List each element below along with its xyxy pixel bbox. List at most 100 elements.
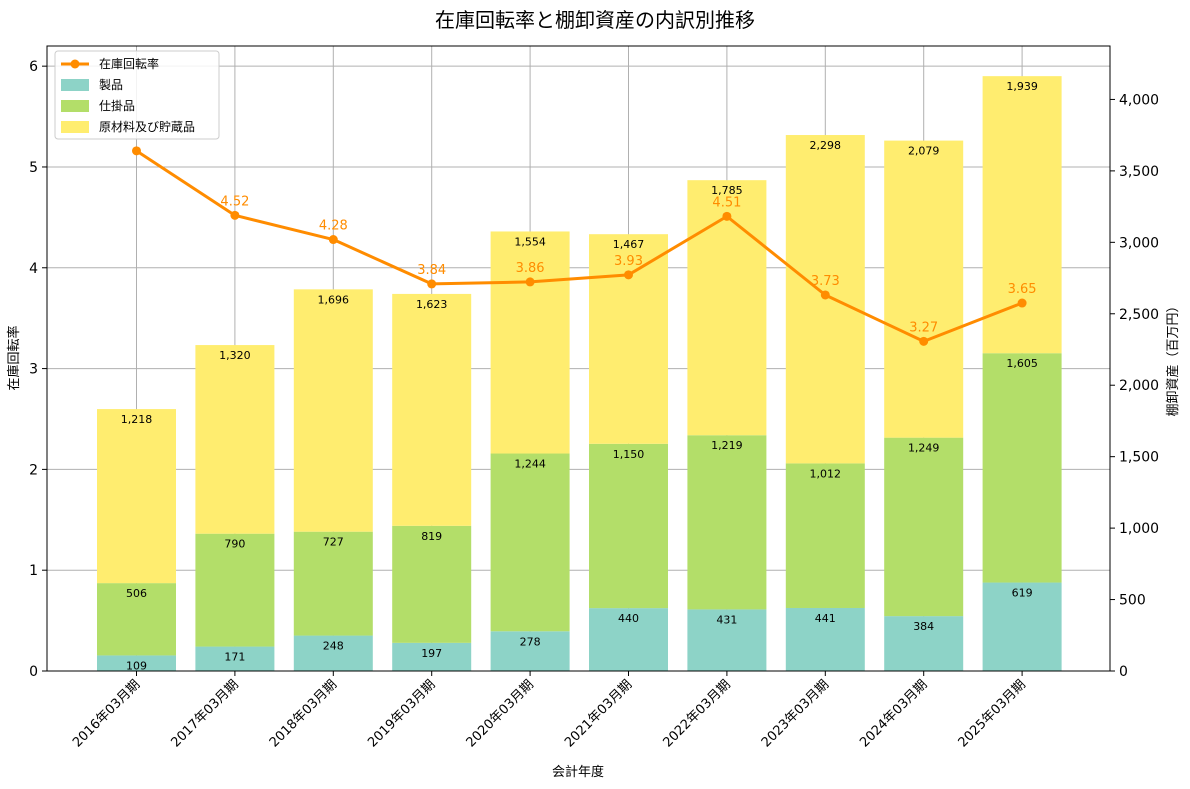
x-tick-label: 2018年03月期 [267,677,340,750]
bar-value-label: 1,623 [416,298,448,311]
ratio-point [230,210,240,220]
bar-value-label: 1,467 [613,238,645,251]
ratio-point [722,211,732,221]
bar-segment [884,437,964,617]
right-tick-label: 3,000 [1119,235,1159,251]
ratio-value-label: 3.73 [811,274,840,289]
bars: 109 506 1,218 171 790 1,320 248 727 1,696 197 819 1… [97,76,1062,672]
x-tick-label: 2024年03月期 [857,677,930,750]
bar-segment [884,140,964,438]
bar-value-label: 1,554 [514,235,546,248]
legend-marker [70,59,80,69]
x-tick-label: 2017年03月期 [168,677,241,750]
bar-value-label: 248 [323,640,344,653]
bar-segment [589,234,668,444]
bar-value-label: 1,249 [908,442,940,455]
ratio-line: 4.52 4.28 3.84 3.86 3.93 4.51 3.73 3.27 3.65 [132,146,1037,346]
bar-value-label: 1,219 [711,439,743,452]
x-tick-label: 2025年03月期 [956,677,1029,750]
bar-segment [293,289,373,532]
ratio-value-label: 3.27 [909,320,938,335]
bar-segment [982,76,1062,354]
ratio-point [624,270,633,280]
bar-value-label: 819 [421,530,442,543]
legend-color-swatch [61,79,89,91]
bar-value-label: 619 [1012,587,1033,600]
ratio-point [427,279,437,289]
bar-value-label: 171 [224,651,245,664]
right-tick-label: 1,500 [1119,450,1159,466]
bar-value-label: 1,696 [318,293,350,306]
bar-segment [687,609,767,671]
legend-label: 原材料及び貯蔵品 [99,120,195,134]
bar-segment [293,531,373,636]
bar-segment [195,646,275,671]
ratio-point [328,235,338,245]
x-tick-label: 2023年03月期 [759,677,832,750]
legend-color-swatch [61,121,89,133]
left-tick-label: 1 [29,563,38,579]
ratio-value-label: 3.65 [1008,282,1037,297]
x-tick-label: 2019年03月期 [365,677,438,750]
bar-segment [195,345,275,534]
bar-value-label: 109 [126,659,147,672]
right-axis-label: 棚卸資産（百万円） [1165,299,1181,416]
right-tick-label: 0 [1119,664,1128,680]
bar-segment [589,443,668,609]
right-tick-label: 3,500 [1119,164,1159,180]
legend-box [54,50,220,140]
bar-segment [392,525,472,643]
x-tick-label: 2020年03月期 [464,677,537,750]
right-tick-label: 2,500 [1119,307,1159,323]
right-axis: 0 500 1,000 1,500 2,000 2,500 3,000 3,500 4,000 [1110,92,1159,680]
bar-value-label: 2,079 [908,145,940,158]
ratio-value-label: 4.52 [220,194,249,209]
bar-segment [982,582,1062,671]
ratio-point [919,336,929,346]
bar-segment [687,435,767,610]
left-tick-label: 6 [29,59,38,75]
x-tick-label: 2016年03月期 [70,677,143,750]
bar-value-label: 1,244 [514,458,546,471]
bar-segment [392,293,472,526]
bar-segment [97,655,176,671]
bar-value-label: 727 [323,536,344,549]
bar-segment [195,533,275,647]
ratio-value-label: 4.51 [712,195,741,210]
left-axis: 0 1 2 3 4 5 6 [29,59,47,680]
ratio-value-label: 4.28 [319,219,348,234]
legend-color-swatch [61,100,89,112]
left-tick-label: 5 [29,160,38,176]
bar-segment [785,607,865,671]
bar-value-label: 1,785 [711,184,743,197]
legend-label: 製品 [99,78,123,92]
bar-value-label: 506 [126,587,147,600]
ratio-point [1017,298,1027,308]
ratio-point [820,290,830,300]
x-tick-label: 2022年03月期 [660,677,733,750]
bar-value-label: 431 [716,613,737,626]
bar-segment [392,642,472,671]
bar-value-label: 384 [913,620,934,633]
ratio-point [525,277,535,287]
right-tick-label: 4,000 [1119,92,1159,108]
x-axis-label: 会計年度 [552,764,604,780]
legend-label: 仕掛品 [99,98,135,113]
left-tick-label: 0 [29,664,38,680]
bar-value-label: 440 [618,612,639,625]
bar-segment [97,409,176,584]
bar-value-label: 2,298 [810,139,842,152]
bar-segment [490,453,570,632]
left-tick-label: 3 [29,362,38,378]
bar-segment [490,631,570,671]
bar-segment [97,583,176,656]
bar-segment [785,463,865,608]
bar-segment [589,608,668,671]
bar-value-label: 1,012 [810,467,842,480]
right-tick-label: 1,000 [1119,521,1159,537]
bar-segment [687,180,767,436]
bar-value-label: 1,605 [1006,357,1038,370]
bar-value-label: 1,218 [121,413,153,426]
